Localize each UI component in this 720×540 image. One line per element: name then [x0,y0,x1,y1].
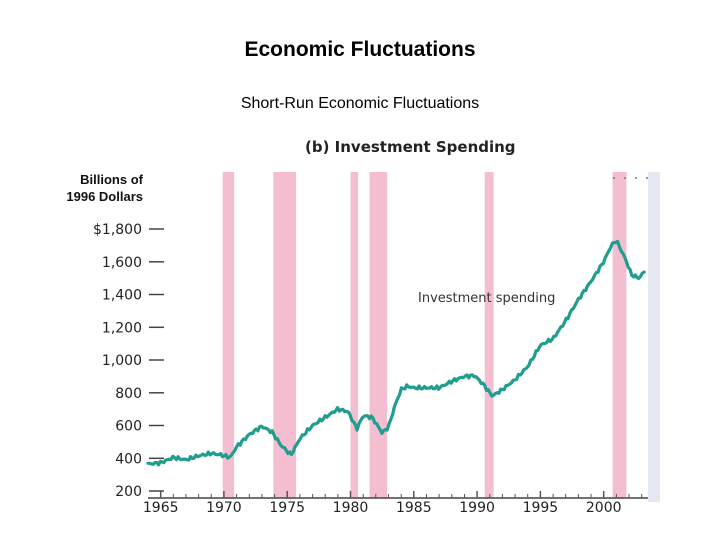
recession-band-1 [222,172,235,498]
recession-band-4 [369,172,388,498]
slide-subtitle: Short-Run Economic Fluctuations [240,95,480,112]
x-tick-label-1990: 1990 [459,500,495,516]
x-tick-label-1995: 1995 [523,500,559,516]
series-layer [146,239,646,467]
y-axis-unit-line2: 1996 Dollars [66,189,143,204]
x-tick-label-1975: 1975 [269,500,305,516]
y-tick-label-1600: 1,600 [102,255,142,271]
corner-dot-4 [646,177,648,179]
corner-dot-3 [635,177,637,179]
y-tick-label-1400: 1,400 [102,288,142,304]
x-tick-label-1965: 1965 [143,500,179,516]
recession-band-6 [612,172,627,498]
slide-title: Economic Fluctuations [244,38,476,61]
y-tick-label-800: 800 [115,386,142,402]
x-tick-label-1970: 1970 [206,500,242,516]
y-tick-label-400: 400 [115,451,142,467]
y-axis-unit-line1: Billions of [80,172,144,187]
series-line-1 [146,239,646,467]
recession-band-5 [484,172,494,498]
x-tick-label-1980: 1980 [333,500,369,516]
y-tick-label-1000: 1,000 [102,353,142,369]
x-tick-label-2000: 2000 [586,500,622,516]
corner-dot-2 [624,177,626,179]
chart-panel-title: (b) Investment Spending [305,138,516,156]
recession-band-2 [273,172,297,498]
chart-right-shadow [648,172,660,502]
recession-band-3 [350,172,359,498]
x-tick-label-1985: 1985 [396,500,432,516]
series-annotation: Investment spending [418,291,555,306]
y-tick-label-200: 200 [115,484,142,500]
y-tick-label-600: 600 [115,419,142,435]
y-tick-label-1800: $1,800 [93,222,142,238]
axes: 1965 1970 1975 1980 1985 1990 1995 2000 200 400 60… [93,177,648,516]
recession-bands [222,172,627,498]
corner-dot-1 [613,177,615,179]
y-tick-label-1200: 1,200 [102,320,142,336]
